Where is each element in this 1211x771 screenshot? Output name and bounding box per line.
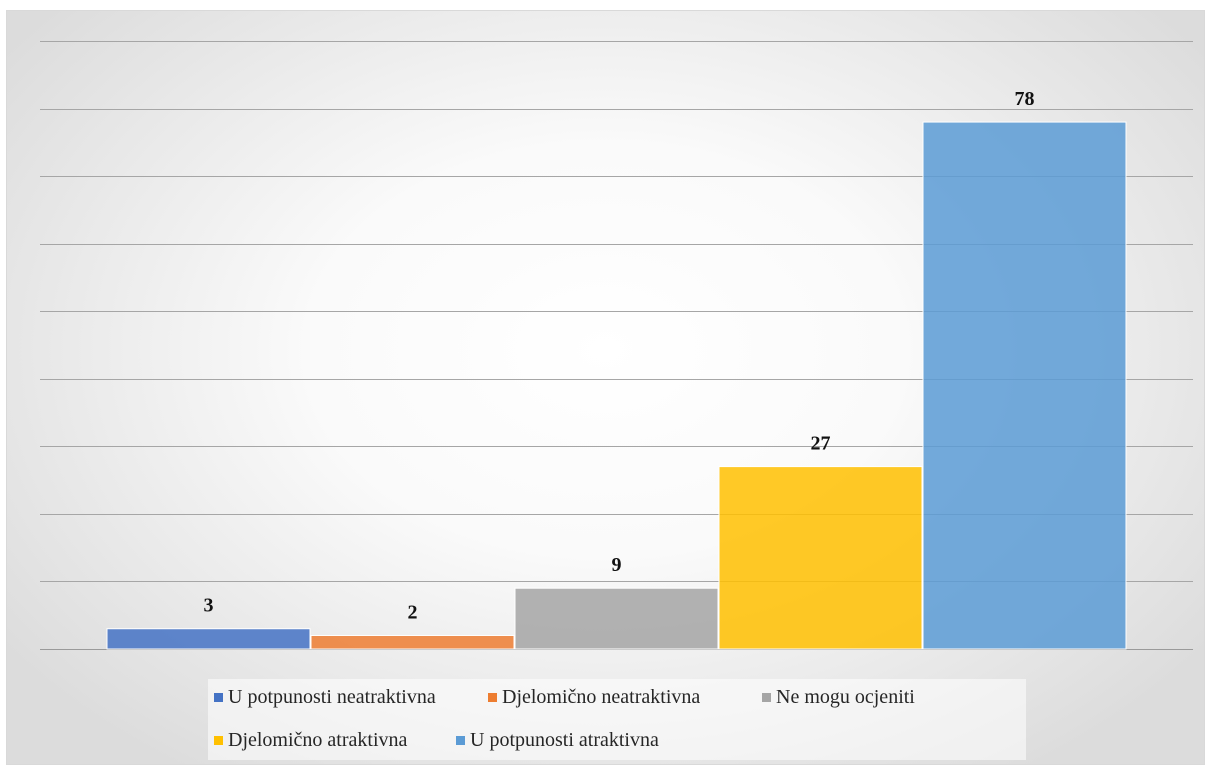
legend-item-u-potpunosti-atraktivna: U potpunosti atraktivna: [456, 729, 659, 752]
data-label-3: 9: [612, 554, 622, 576]
bar-1: [106, 628, 311, 650]
data-label-4: 27: [811, 433, 831, 455]
legend-item-djelomicno-neatraktivna: Djelomično neatraktivna: [488, 686, 700, 709]
legend-label: U potpunosti atraktivna: [470, 729, 659, 751]
data-label-5: 78: [1015, 88, 1035, 110]
bar-5: [922, 121, 1127, 650]
bar-4: [718, 466, 923, 650]
legend-swatch-icon: [488, 693, 497, 702]
legend-item-djelomicno-atraktivna: Djelomično atraktivna: [214, 729, 407, 752]
legend-label: U potpunosti neatraktivna: [228, 686, 436, 708]
data-label-2: 2: [408, 601, 418, 623]
legend-item-ne-mogu-ocjeniti: Ne mogu ocjeniti: [762, 686, 915, 709]
bar-3: [514, 587, 719, 650]
legend-swatch-icon: [214, 693, 223, 702]
bar-2: [310, 634, 515, 650]
legend-label: Djelomično atraktivna: [228, 729, 408, 751]
legend-label: Ne mogu ocjeniti: [776, 686, 915, 708]
legend-swatch-icon: [214, 736, 223, 745]
legend-item-u-potpunosti-neatraktivna: U potpunosti neatraktivna: [214, 686, 436, 709]
legend-swatch-icon: [456, 736, 465, 745]
legend-label: Djelomično neatraktivna: [502, 686, 701, 708]
data-label-1: 3: [204, 595, 214, 617]
legend-swatch-icon: [762, 693, 771, 702]
legend: U potpunosti neatraktivna Djelomično nea…: [208, 679, 1026, 760]
